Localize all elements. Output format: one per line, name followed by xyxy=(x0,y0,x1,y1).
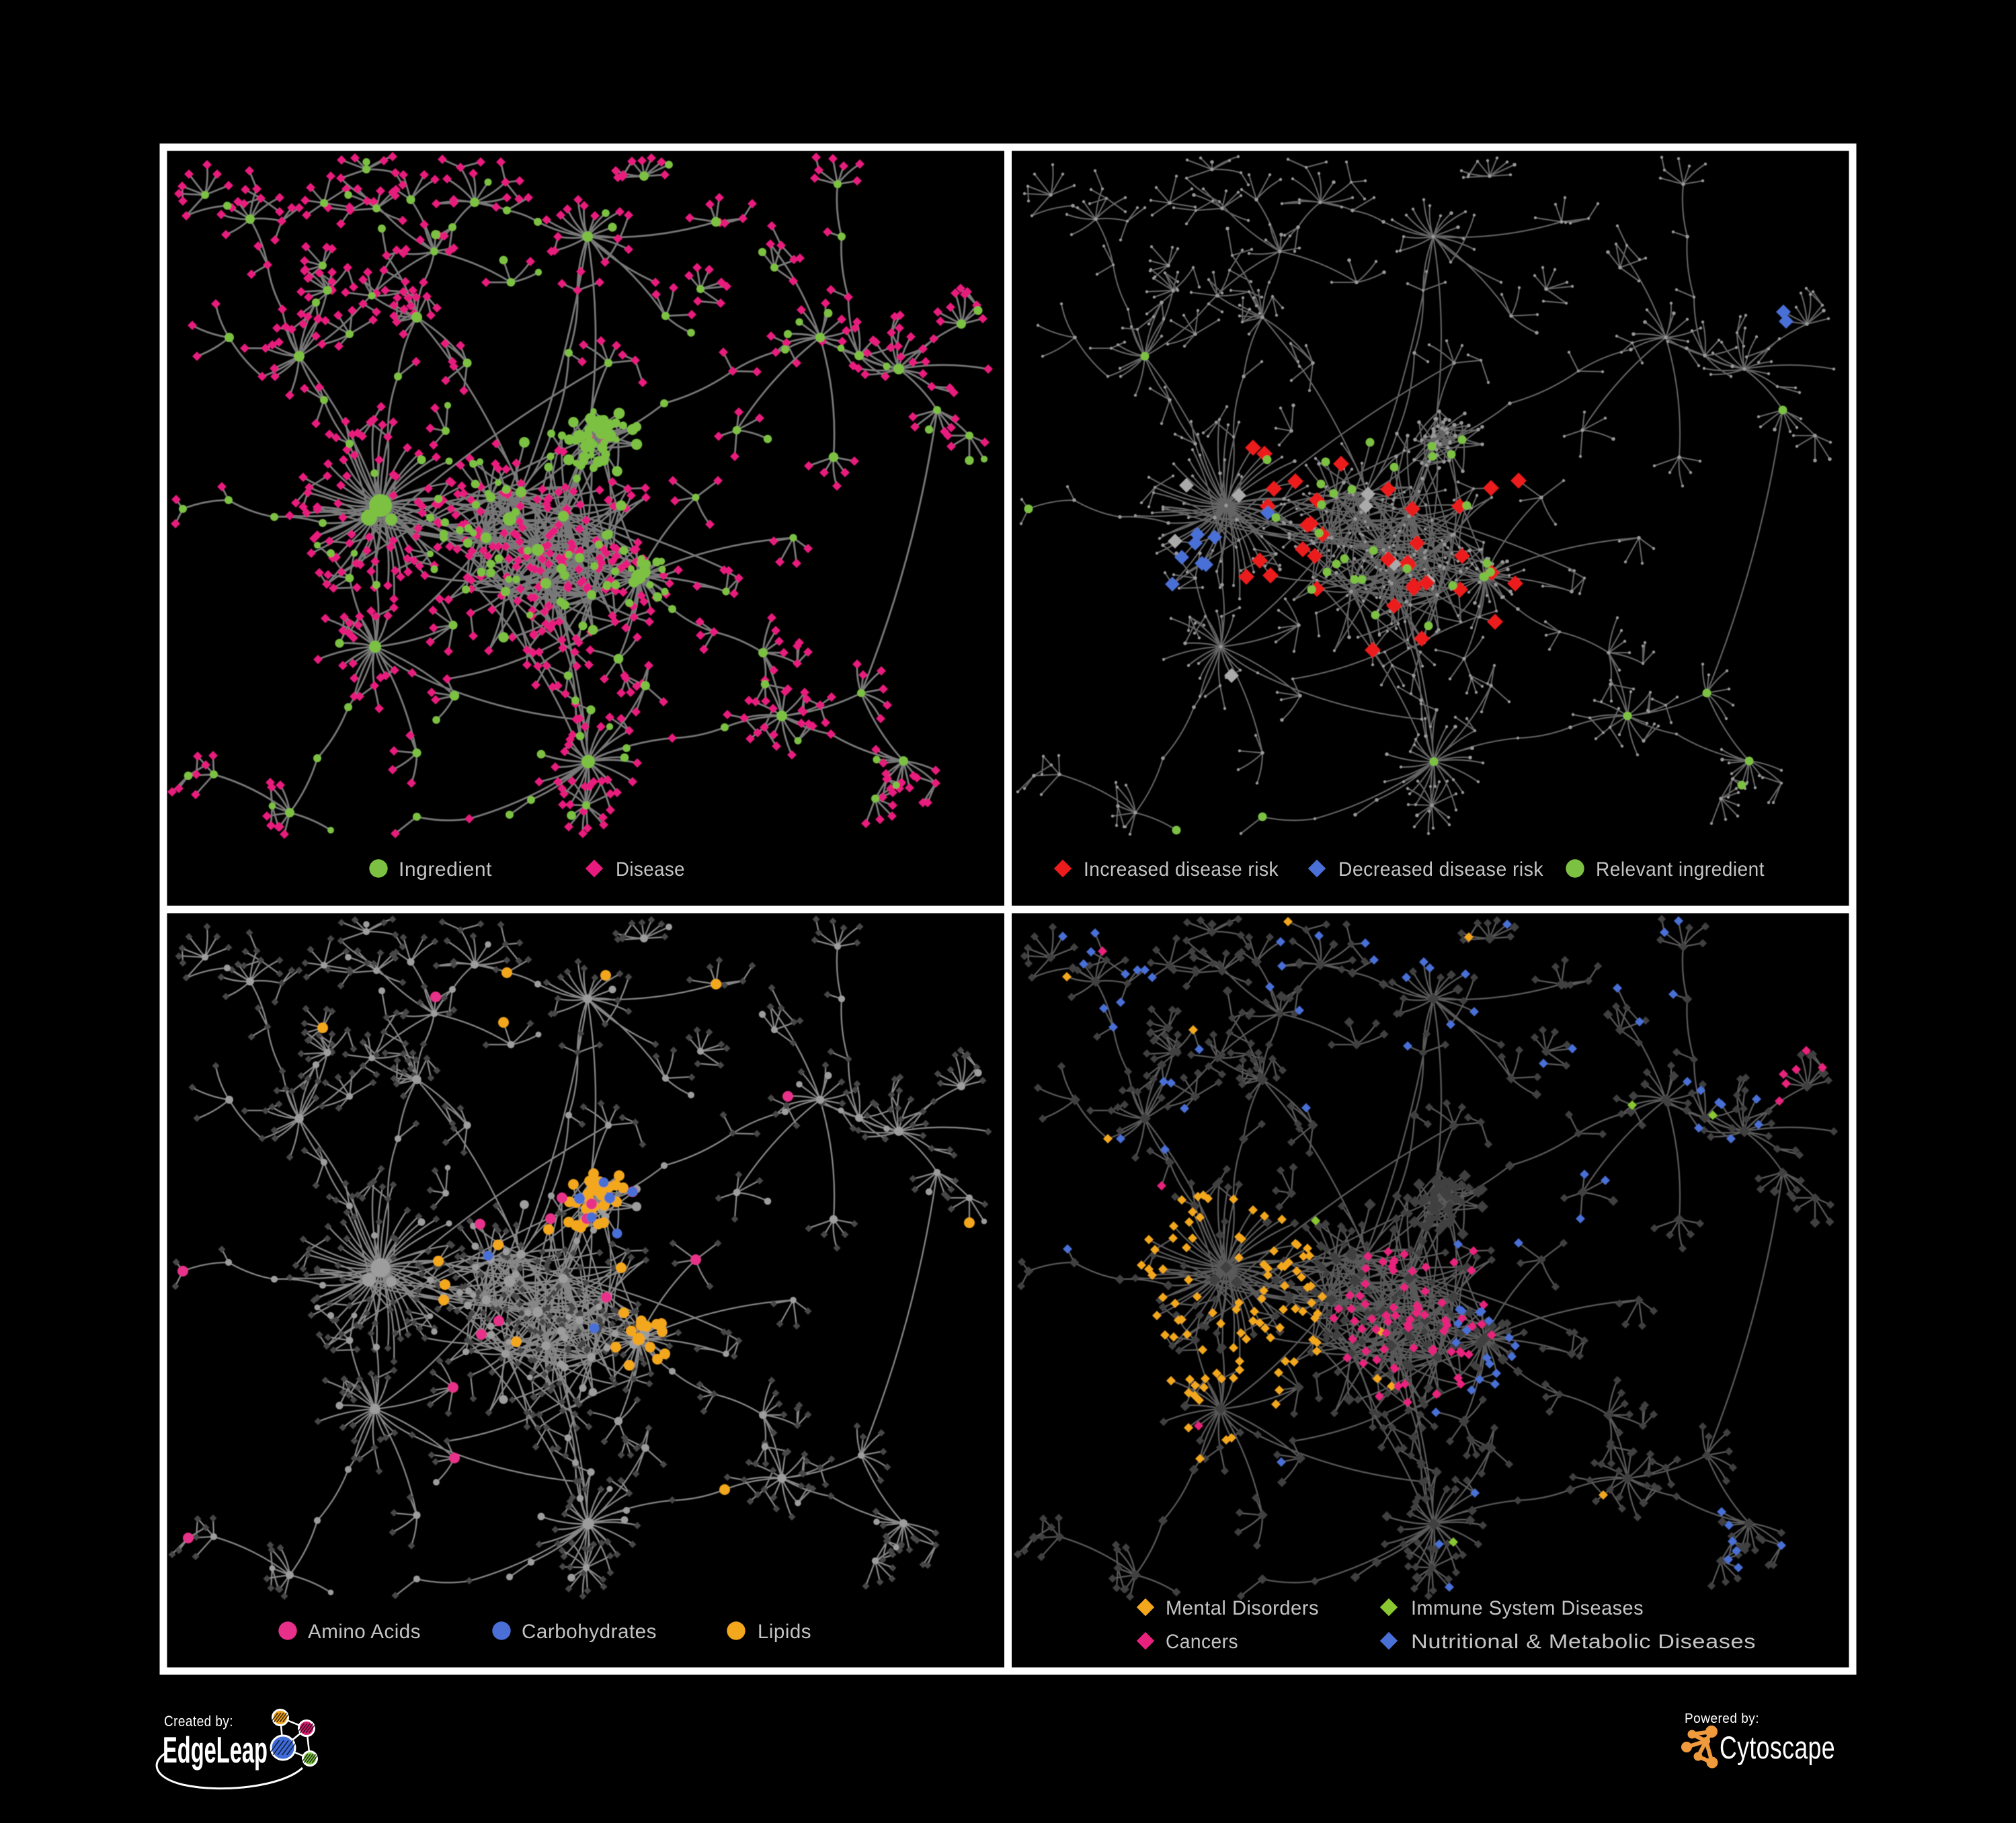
svg-text:Immune System Diseases: Immune System Diseases xyxy=(1411,1597,1644,1619)
svg-text:Cancers: Cancers xyxy=(1166,1631,1238,1653)
svg-text:Ingredient: Ingredient xyxy=(399,858,492,881)
svg-text:Lipids: Lipids xyxy=(758,1621,811,1643)
svg-text:Mental Disorders: Mental Disorders xyxy=(1166,1597,1319,1619)
svg-text:Cytoscape: Cytoscape xyxy=(1720,1730,1835,1765)
svg-text:Powered by:: Powered by: xyxy=(1685,1711,1759,1726)
svg-text:Created by:: Created by: xyxy=(164,1713,233,1730)
svg-text:Relevant ingredient: Relevant ingredient xyxy=(1596,858,1765,881)
svg-text:Carbohydrates: Carbohydrates xyxy=(522,1621,657,1643)
svg-text:Disease: Disease xyxy=(616,858,685,881)
svg-text:Decreased disease risk: Decreased disease risk xyxy=(1338,858,1543,881)
svg-text:EdgeLeap: EdgeLeap xyxy=(163,1729,268,1771)
svg-text:Increased disease risk: Increased disease risk xyxy=(1084,858,1279,881)
svg-text:Nutritional & Metabolic Diseas: Nutritional & Metabolic Diseases xyxy=(1411,1631,1756,1653)
svg-text:Amino Acids: Amino Acids xyxy=(308,1621,421,1643)
